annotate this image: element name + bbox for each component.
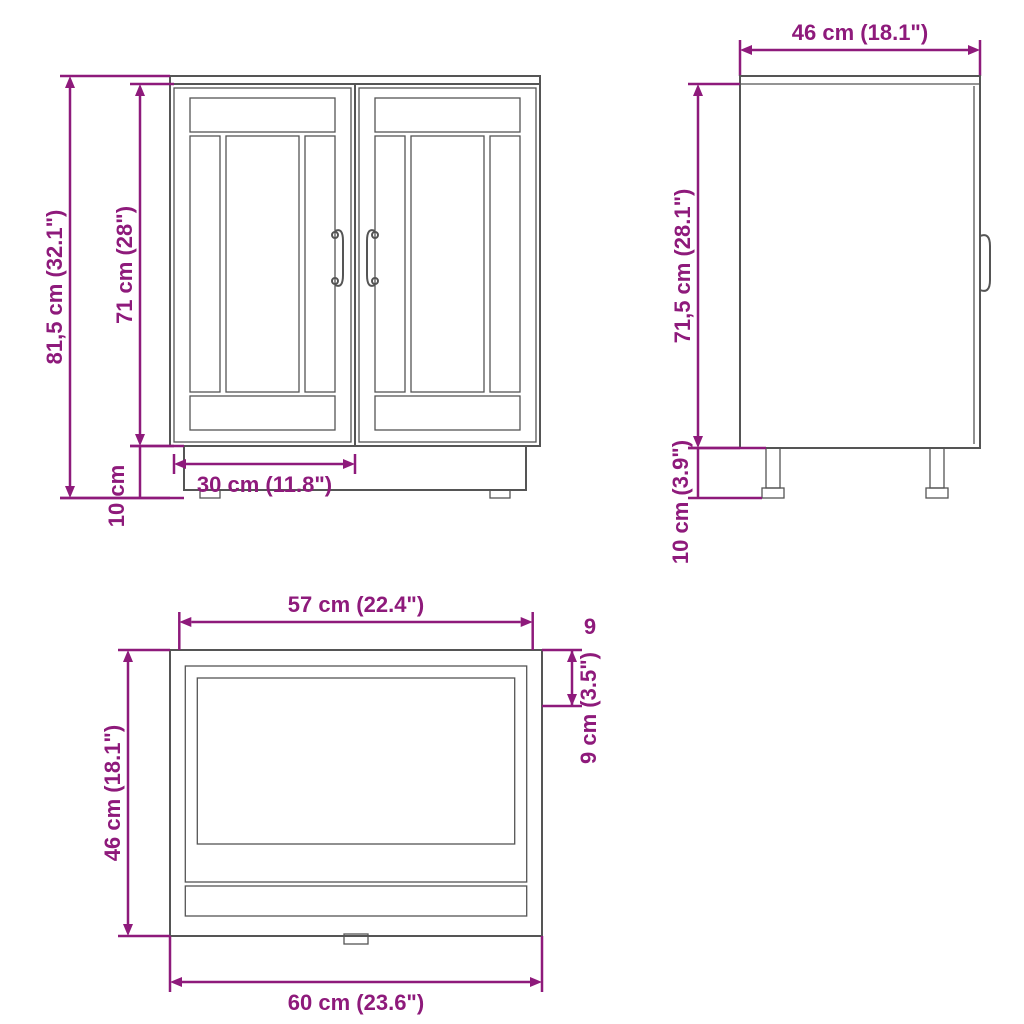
front-view: 81,5 cm (32.1") 71 cm (28") 10 cm 30 cm (11… bbox=[42, 76, 540, 527]
dim-base-right: 10 cm (3.9") bbox=[668, 440, 766, 564]
svg-text:71 cm (28"): 71 cm (28") bbox=[112, 206, 137, 324]
dim-top-outer: 60 cm (23.6") bbox=[170, 936, 542, 1015]
svg-text:57 cm (22.4"): 57 cm (22.4") bbox=[288, 592, 424, 617]
side-view: 46 cm (18.1") 71,5 cm (28.1") 10 cm (3.9") bbox=[668, 20, 990, 564]
svg-text:10 cm: 10 cm bbox=[104, 465, 129, 527]
dim-depth: 46 cm (18.1") bbox=[740, 20, 980, 76]
dim-side-h: 71,5 cm (28.1") bbox=[670, 84, 740, 448]
dim-top-depth: 46 cm (18.1") bbox=[100, 650, 170, 936]
top-view: 57 cm (22.4") 60 cm (23.6") 46 cm (18.1") 9… bbox=[100, 592, 601, 1015]
svg-text:46 cm (18.1"): 46 cm (18.1") bbox=[792, 20, 928, 45]
cabinet-leg bbox=[762, 448, 784, 498]
dim-top-lip: 9 cm (3.5")9cm bbox=[542, 614, 601, 764]
svg-text:9 cm (3.5"): 9 cm (3.5") bbox=[576, 652, 601, 764]
svg-text:9: 9 bbox=[584, 614, 596, 639]
svg-text:71,5 cm (28.1"): 71,5 cm (28.1") bbox=[670, 189, 695, 344]
side-handle bbox=[980, 235, 990, 291]
svg-text:10 cm (3.9"): 10 cm (3.9") bbox=[668, 440, 693, 564]
svg-text:60 cm (23.6"): 60 cm (23.6") bbox=[288, 990, 424, 1015]
dim-top-inner: 57 cm (22.4") bbox=[179, 592, 532, 650]
svg-text:30 cm (11.8"): 30 cm (11.8") bbox=[197, 472, 332, 497]
dim-h-door: 71 cm (28") bbox=[112, 84, 174, 446]
cabinet-leg bbox=[926, 448, 948, 498]
svg-text:46 cm (18.1"): 46 cm (18.1") bbox=[100, 725, 125, 861]
svg-text:81,5 cm (32.1"): 81,5 cm (32.1") bbox=[42, 210, 67, 365]
dim-base-left: 10 cm bbox=[60, 446, 184, 527]
dim-h-total: 81,5 cm (32.1") bbox=[42, 76, 170, 498]
